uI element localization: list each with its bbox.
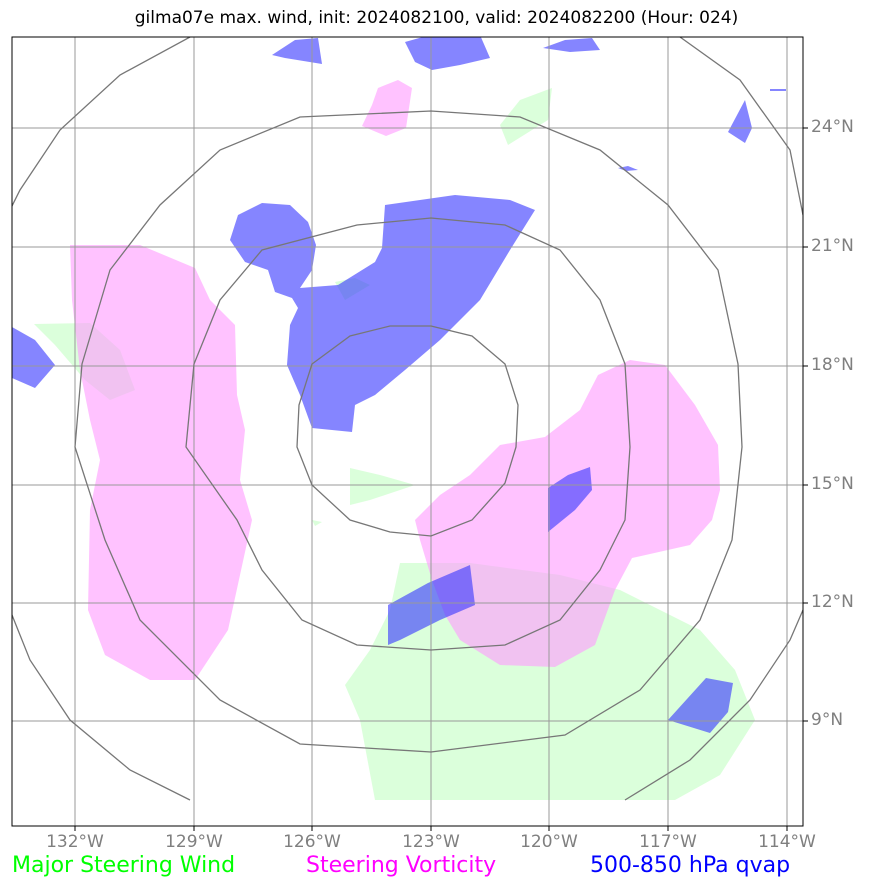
wind-region-center bbox=[350, 468, 415, 505]
vorticity-region-west bbox=[70, 245, 252, 680]
range-ring-5 bbox=[679, 37, 803, 216]
qvap-layer bbox=[12, 37, 786, 733]
lon-label-126w: 126°W bbox=[283, 832, 341, 852]
lon-label-120w: 120°W bbox=[520, 832, 578, 852]
legend-steering-wind: Major Steering Wind bbox=[12, 853, 236, 878]
range-ring-7 bbox=[624, 609, 803, 801]
plot-title: gilma07e max. wind, init: 2024082100, va… bbox=[134, 8, 739, 28]
qvap-region-northeast bbox=[728, 100, 752, 143]
lat-label-15n: 15°N bbox=[811, 474, 854, 494]
wind-region-southeast bbox=[345, 563, 755, 800]
range-ring-1 bbox=[296, 325, 519, 537]
qvap-region-north-a bbox=[272, 38, 322, 64]
range-ring-2 bbox=[185, 217, 631, 651]
lon-label-129w: 129°W bbox=[165, 832, 223, 852]
qvap-region-north-b bbox=[405, 37, 490, 70]
range-ring-6 bbox=[12, 614, 191, 801]
lat-label-9n: 9°N bbox=[811, 710, 844, 730]
qvap-region-east-tiny bbox=[770, 89, 786, 91]
range-ring-3 bbox=[74, 110, 743, 753]
lat-label-21n: 21°N bbox=[811, 236, 854, 256]
wind-region-small bbox=[312, 520, 322, 526]
map-frame bbox=[11, 36, 804, 827]
qvap-region-west-edge bbox=[12, 327, 55, 388]
range-rings bbox=[12, 37, 803, 801]
legend-qvap: 500-850 hPa qvap bbox=[590, 853, 791, 878]
lon-label-114w: 114°W bbox=[758, 832, 816, 852]
lon-label-123w: 123°W bbox=[402, 832, 460, 852]
qvap-region-center bbox=[230, 195, 535, 432]
qvap-region-south-small bbox=[548, 467, 592, 532]
legend-steering-vorticity: Steering Vorticity bbox=[306, 853, 497, 878]
vorticity-region-north bbox=[362, 80, 412, 136]
lat-label-18n: 18°N bbox=[811, 355, 854, 375]
wind-region-north bbox=[500, 88, 552, 145]
lon-label-117w: 117°W bbox=[639, 832, 697, 852]
qvap-region-southeast bbox=[668, 678, 733, 733]
lat-label-12n: 12°N bbox=[811, 592, 854, 612]
qvap-region-north-c bbox=[543, 38, 600, 52]
tick-marks bbox=[74, 127, 808, 831]
lon-label-132w: 132°W bbox=[46, 832, 104, 852]
qvap-region-east-small bbox=[618, 166, 638, 171]
graticule bbox=[12, 37, 803, 826]
range-ring-4 bbox=[12, 37, 191, 208]
lat-label-24n: 24°N bbox=[811, 117, 854, 137]
